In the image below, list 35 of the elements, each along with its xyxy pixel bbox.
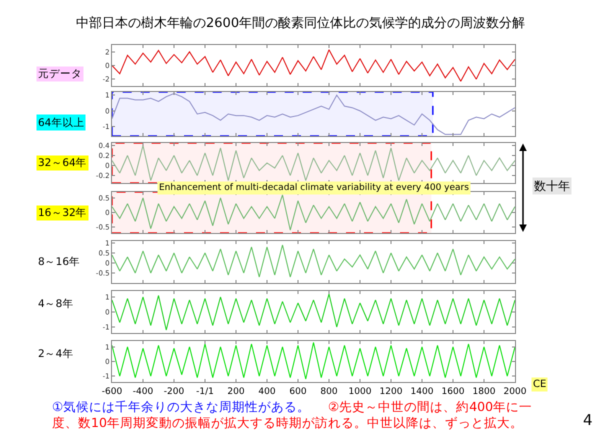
text: 4 xyxy=(583,411,593,429)
x-tick-label: 200 xyxy=(227,386,245,397)
y-axis-title: 64年以上 xyxy=(38,116,84,129)
text: ①気候には千年余りの大きな周期性がある。 xyxy=(52,399,310,414)
chart-title: 中部日本の樹木年輪の2600年間の酸素同位体比の気候学的成分の周波数分解 xyxy=(76,16,526,31)
x-tick-label: 1000 xyxy=(348,386,372,397)
y-axis-title: 元データ xyxy=(38,68,82,80)
line-series xyxy=(112,342,515,380)
x-tick-label: 2000 xyxy=(504,386,527,397)
line-series xyxy=(112,294,515,330)
y-axis-title: 2～4年 xyxy=(38,348,74,360)
line-series xyxy=(112,194,515,231)
annotation: Enhancement of multi-decadal climate variability at every 400 years xyxy=(159,183,470,193)
x-tick-label: 400 xyxy=(258,386,276,397)
x-tick-label: 800 xyxy=(320,386,338,397)
x-axis-title: CE xyxy=(533,379,546,390)
y-axis-title: 16～32年 xyxy=(38,207,87,219)
x-tick-label: -1/1 xyxy=(196,386,214,397)
text: 数十年 xyxy=(534,179,570,193)
line-series xyxy=(112,49,515,82)
x-tick-label: 1800 xyxy=(472,386,496,397)
text: 度、数10年周期変動の振幅が拡大する時期が訪れる。中世以降は、ずっと拡大。 xyxy=(52,415,523,430)
x-tick-label: 600 xyxy=(289,386,307,397)
x-tick-label: -600 xyxy=(102,386,122,397)
x-tick-label: -200 xyxy=(164,386,184,397)
y-axis-title: 8～16年 xyxy=(38,256,80,268)
line-series xyxy=(112,93,515,135)
line-series xyxy=(112,145,515,181)
y-axis-title: 32～64年 xyxy=(38,157,87,169)
y-axis-title: 4～8年 xyxy=(38,298,74,310)
x-tick-label: 1600 xyxy=(442,386,465,397)
x-tick-label: 1400 xyxy=(410,386,434,397)
x-tick-label: 1200 xyxy=(380,386,403,397)
text: ②先史～中世の間は、約400年に一 xyxy=(328,399,532,414)
x-tick-label: -400 xyxy=(132,386,154,397)
